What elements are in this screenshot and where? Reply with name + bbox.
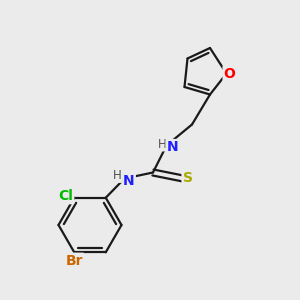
Text: Cl: Cl	[58, 189, 73, 203]
Text: Br: Br	[65, 254, 83, 268]
Text: H: H	[112, 169, 122, 182]
Text: H: H	[158, 137, 166, 151]
Text: N: N	[123, 174, 135, 188]
Text: O: O	[224, 67, 236, 80]
Text: N: N	[167, 140, 178, 154]
Text: S: S	[182, 172, 193, 185]
